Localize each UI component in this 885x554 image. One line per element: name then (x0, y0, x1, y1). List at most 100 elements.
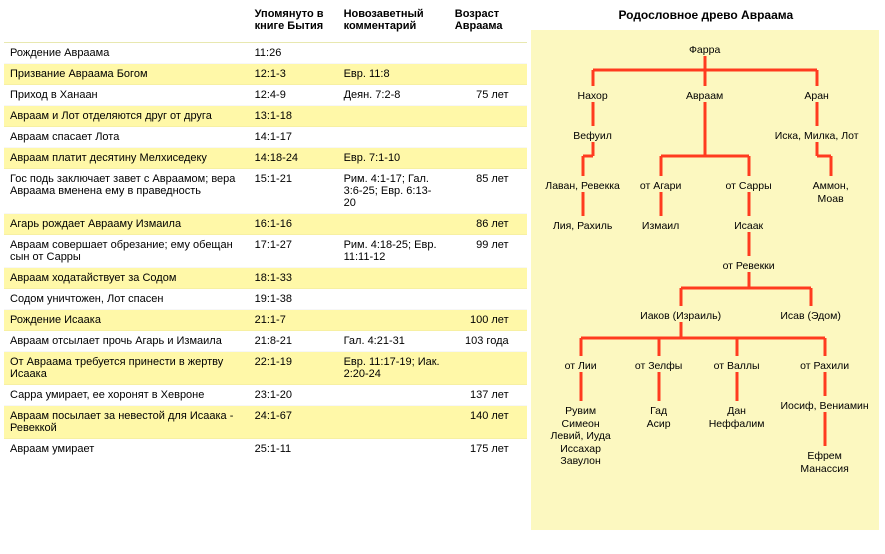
cell-event: Авраам спасает Лота (4, 127, 249, 148)
tree-node-vefuil: Вефуил (563, 130, 623, 143)
cell-event: Сарра умирает, ее хоронят в Хевроне (4, 385, 249, 406)
cell-event: Рождение Авраама (4, 43, 249, 64)
tree-node-isav: Исав (Эдом) (766, 310, 856, 323)
col-genesis: Упомянуто в книге Бытия (249, 4, 338, 43)
tree-node-farra: Фарра (675, 44, 735, 57)
cell-nt (338, 310, 449, 331)
tree-node-nahor: Нахор (568, 90, 618, 103)
tree-node-aran: Аран (792, 90, 842, 103)
cell-age (449, 352, 527, 385)
cell-age: 100 лет (449, 310, 527, 331)
cell-event: Авраам посылает за невестой для Исаака -… (4, 406, 249, 439)
table-row: Авраам совершает обрезание; ему обещан с… (4, 235, 527, 268)
table-row: Агарь рождает Аврааму Измаила16:1-16 86 л… (4, 214, 527, 235)
tree-node-ruvim: Рувим Симеон Левий, Иуда Иссахар Завулон (546, 405, 616, 468)
table-row: Авраам посылает за невестой для Исаака -… (4, 406, 527, 439)
tree-title: Родословное древо Авраама (531, 4, 881, 30)
cell-nt (338, 439, 449, 460)
col-nt: Новозаветный комментарий (338, 4, 449, 43)
col-event (4, 4, 249, 43)
cell-age (449, 148, 527, 169)
cell-nt: Гал. 4:21-31 (338, 331, 449, 352)
cell-event: Авраам и Лот отделяются друг от друга (4, 106, 249, 127)
tree-node-revekki: от Ревекки (709, 260, 789, 273)
cell-gen: 21:1-7 (249, 310, 338, 331)
cell-gen: 22:1-19 (249, 352, 338, 385)
cell-gen: 14:1-17 (249, 127, 338, 148)
cell-nt: Деян. 7:2-8 (338, 85, 449, 106)
tree-node-lavan: Лаван, Ревекка (538, 180, 628, 193)
cell-gen: 15:1-21 (249, 169, 338, 214)
cell-gen: 11:26 (249, 43, 338, 64)
tree-node-dan: Дан Неффалим (702, 405, 772, 430)
table-row: Авраам ходатайствует за Содом18:1-33 (4, 268, 527, 289)
tree-node-efrem: Ефрем Манассия (785, 450, 865, 475)
events-table-container: Упомянуто в книге Бытия Новозаветный ком… (4, 4, 527, 530)
cell-event: Авраам отсылает прочь Агарь и Измаила (4, 331, 249, 352)
table-row: Приход в Ханаан12:4-9Деян. 7:2-875 лет (4, 85, 527, 106)
tree-node-izmail: Измаил (631, 220, 691, 233)
cell-age (449, 268, 527, 289)
cell-age: 86 лет (449, 214, 527, 235)
tree-node-otvally: от Валлы (707, 360, 767, 373)
cell-event: Агарь рождает Аврааму Измаила (4, 214, 249, 235)
table-row: Гос подь заключает завет с Авраамом; вер… (4, 169, 527, 214)
tree-node-otrahili: от Рахили (790, 360, 860, 373)
cell-nt: Рим. 4:18-25; Евр. 11:11-12 (338, 235, 449, 268)
table-row: Авраам спасает Лота14:1-17 (4, 127, 527, 148)
cell-nt (338, 127, 449, 148)
cell-gen: 12:4-9 (249, 85, 338, 106)
table-row: Сарра умирает, ее хоронят в Хевроне23:1-… (4, 385, 527, 406)
cell-event: Призвание Авраама Богом (4, 64, 249, 85)
cell-gen: 21:8-21 (249, 331, 338, 352)
tree-node-otzelfy: от Зелфы (629, 360, 689, 373)
cell-age: 103 года (449, 331, 527, 352)
cell-age: 75 лет (449, 85, 527, 106)
cell-nt (338, 214, 449, 235)
cell-event: Содом уничтожен, Лот спасен (4, 289, 249, 310)
tree-node-iosif: Иосиф, Вениамин (775, 400, 875, 413)
cell-event: Авраам ходатайствует за Содом (4, 268, 249, 289)
tree-node-liya: Лия, Рахиль (543, 220, 623, 233)
table-row: От Авраама требуется принести в жертву И… (4, 352, 527, 385)
cell-nt (338, 106, 449, 127)
cell-age (449, 43, 527, 64)
table-row: Призвание Авраама Богом12:1-3Евр. 11:8 (4, 64, 527, 85)
cell-event: Авраам платит десятину Мелхиседеку (4, 148, 249, 169)
cell-nt: Евр. 11:8 (338, 64, 449, 85)
cell-gen: 17:1-27 (249, 235, 338, 268)
table-row: Рождение Авраама11:26 (4, 43, 527, 64)
table-row: Рождение Исаака21:1-7100 лет (4, 310, 527, 331)
cell-age (449, 64, 527, 85)
tree-node-sarry: от Сарры (719, 180, 779, 193)
cell-nt (338, 43, 449, 64)
cell-nt (338, 289, 449, 310)
cell-nt (338, 406, 449, 439)
abraham-events-table: Упомянуто в книге Бытия Новозаветный ком… (4, 4, 527, 459)
cell-gen: 13:1-18 (249, 106, 338, 127)
cell-age: 99 лет (449, 235, 527, 268)
table-row: Авраам отсылает прочь Агарь и Измаила21:… (4, 331, 527, 352)
cell-nt: Евр. 11:17-19; Иак. 2:20-24 (338, 352, 449, 385)
cell-event: Авраам совершает обрезание; ему обещан с… (4, 235, 249, 268)
cell-nt: Рим. 4:1-17; Гал. 3:6-25; Евр. 6:13-20 (338, 169, 449, 214)
tree-node-isaak: Исаак (719, 220, 779, 233)
cell-age (449, 289, 527, 310)
cell-age: 175 лет (449, 439, 527, 460)
cell-gen: 19:1-38 (249, 289, 338, 310)
cell-age (449, 127, 527, 148)
cell-gen: 16:1-16 (249, 214, 338, 235)
col-age: Возраст Авраама (449, 4, 527, 43)
cell-age: 85 лет (449, 169, 527, 214)
tree-node-iska: Иска, Милка, Лот (772, 130, 862, 143)
cell-event: Авраам умирает (4, 439, 249, 460)
cell-age: 137 лет (449, 385, 527, 406)
cell-gen: 18:1-33 (249, 268, 338, 289)
tree-node-gad: Гад Асир (634, 405, 684, 430)
cell-gen: 24:1-67 (249, 406, 338, 439)
cell-gen: 14:18-24 (249, 148, 338, 169)
tree-node-iakov: Иаков (Израиль) (626, 310, 736, 323)
cell-nt (338, 268, 449, 289)
tree-node-otlii: от Лии (556, 360, 606, 373)
cell-nt: Евр. 7:1-10 (338, 148, 449, 169)
